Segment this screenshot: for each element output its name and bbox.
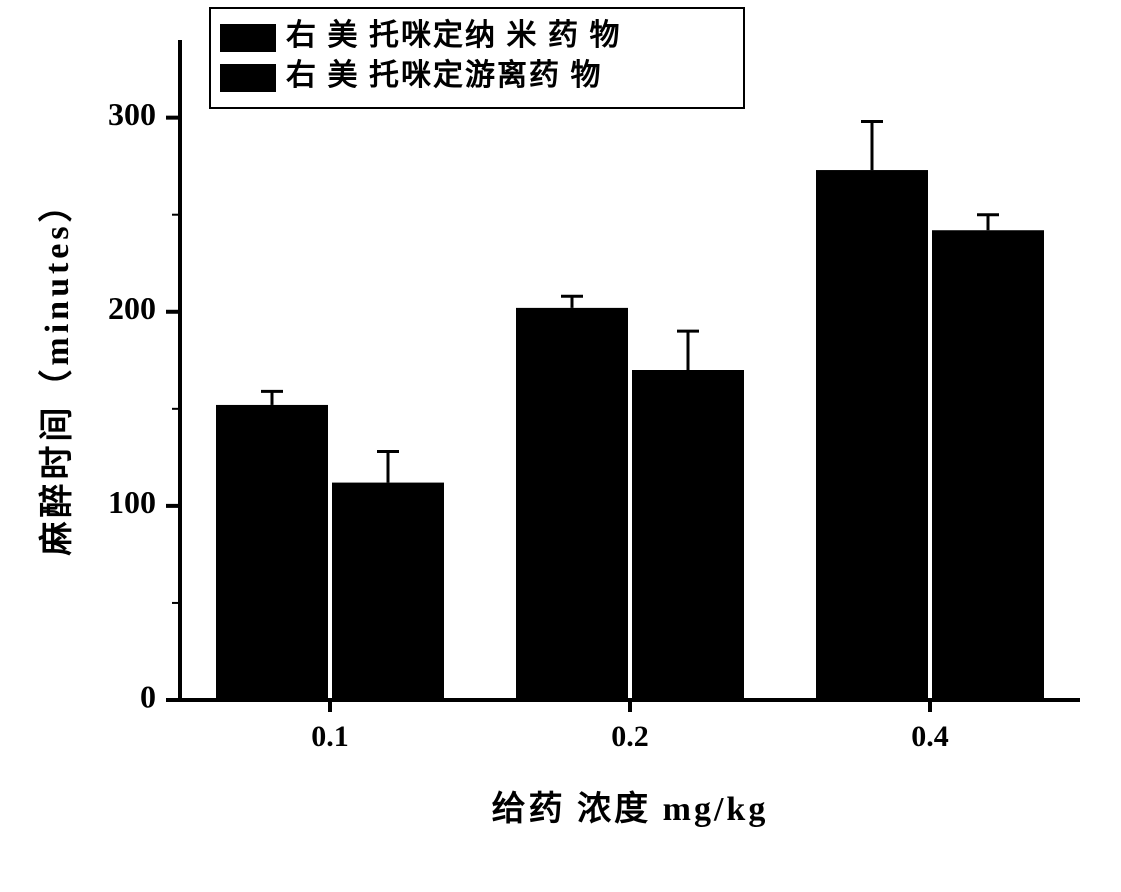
chart-root: 0 100 200 300 麻醉时间（minutes） 0.1 0.2 0.4 给药 浓度 mg… <box>0 0 1121 892</box>
svg-text:0.2: 0.2 <box>611 720 649 753</box>
legend-swatch <box>220 64 276 92</box>
legend-label: 右 美 托咪定纳 米 药 物 <box>286 18 622 52</box>
svg-text:0.1: 0.1 <box>311 720 349 753</box>
bar-chart: 0 100 200 300 麻醉时间（minutes） 0.1 0.2 0.4 给药 浓度 mg… <box>0 0 1121 892</box>
svg-text:300: 300 <box>108 96 156 132</box>
legend-swatch <box>220 24 276 52</box>
svg-text:100: 100 <box>108 484 156 520</box>
svg-text:给药 浓度 mg/kg: 给药 浓度 mg/kg <box>492 790 769 828</box>
bar <box>932 230 1044 700</box>
legend-label: 右 美 托咪定游离药 物 <box>286 58 603 92</box>
bar <box>516 308 628 700</box>
bar <box>216 405 328 700</box>
svg-text:200: 200 <box>108 290 156 326</box>
svg-text:0.4: 0.4 <box>911 720 949 753</box>
bar <box>632 370 744 700</box>
bar <box>816 170 928 700</box>
svg-text:0: 0 <box>140 678 156 714</box>
bar <box>332 483 444 700</box>
svg-text:麻醉时间（minutes）: 麻醉时间（minutes） <box>37 184 76 555</box>
